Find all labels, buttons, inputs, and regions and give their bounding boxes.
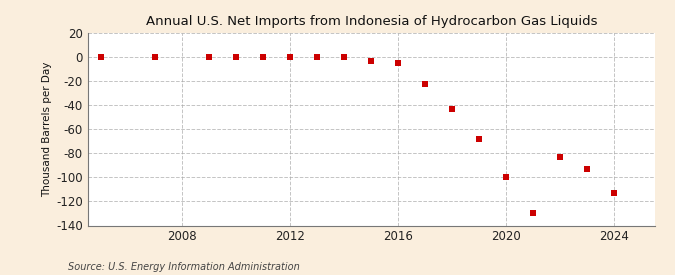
Point bbox=[285, 55, 296, 59]
Point bbox=[555, 155, 566, 159]
Point bbox=[366, 59, 377, 63]
Point bbox=[96, 55, 107, 59]
Point bbox=[474, 137, 485, 141]
Point bbox=[420, 81, 431, 86]
Point bbox=[312, 55, 323, 59]
Point bbox=[528, 211, 539, 216]
Text: Source: U.S. Energy Information Administration: Source: U.S. Energy Information Administ… bbox=[68, 262, 299, 272]
Point bbox=[501, 175, 512, 180]
Point bbox=[150, 55, 161, 59]
Point bbox=[393, 61, 404, 65]
Title: Annual U.S. Net Imports from Indonesia of Hydrocarbon Gas Liquids: Annual U.S. Net Imports from Indonesia o… bbox=[146, 15, 597, 28]
Point bbox=[582, 167, 593, 171]
Point bbox=[609, 191, 620, 195]
Point bbox=[339, 55, 350, 59]
Point bbox=[231, 55, 242, 59]
Point bbox=[447, 107, 458, 111]
Point bbox=[258, 55, 269, 59]
Point bbox=[204, 55, 215, 59]
Y-axis label: Thousand Barrels per Day: Thousand Barrels per Day bbox=[42, 62, 52, 197]
